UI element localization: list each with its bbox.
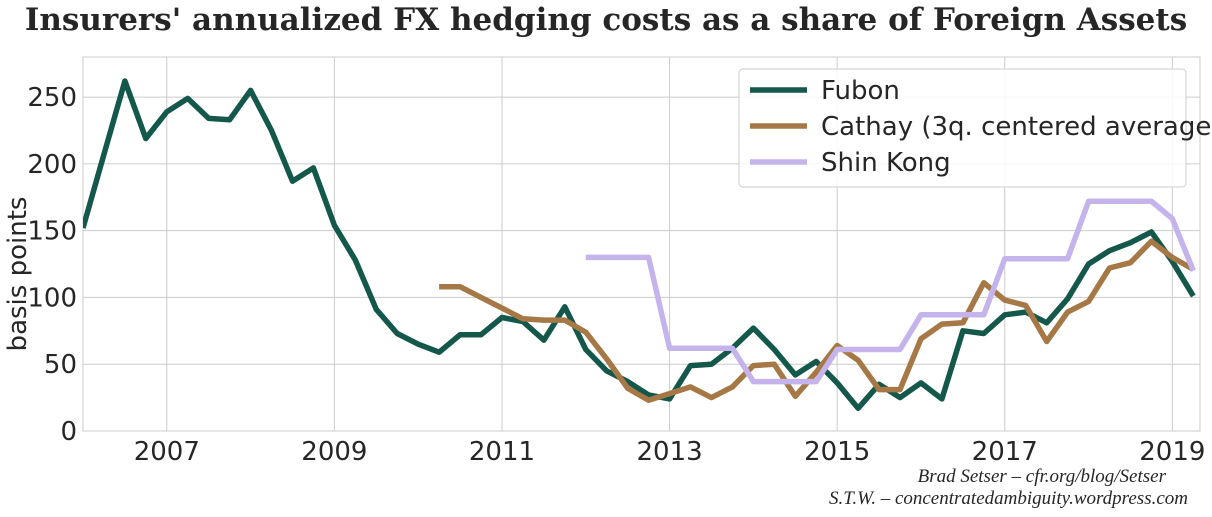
series-line-1 [439, 238, 1195, 404]
x-tick-label: 2009 [301, 437, 367, 467]
x-tick-label: 2015 [804, 437, 870, 467]
y-tick-label: 150 [27, 217, 77, 247]
y-tick-label: 0 [60, 417, 77, 447]
x-tick-label: 2011 [469, 437, 535, 467]
plot-frame [82, 56, 1201, 432]
y-tick-label: 50 [44, 350, 77, 380]
legend-label: Fubon [821, 76, 900, 106]
y-tick-label: 250 [27, 83, 77, 113]
y-axis-label: basis points [3, 197, 33, 352]
x-tick-label: 2007 [134, 437, 200, 467]
x-tick-label: 2017 [972, 437, 1038, 467]
credit-line-2: S.T.W. – concentratedambiguity.wordpress… [828, 488, 1188, 509]
y-tick-label: 200 [27, 150, 77, 180]
x-tick-label: 2019 [1139, 437, 1205, 467]
series-line-0 [83, 78, 1196, 412]
y-tick-label: 100 [27, 283, 77, 313]
legend-label: Shin Kong [821, 148, 951, 178]
legend-box [738, 68, 1187, 188]
series-line-2 [585, 198, 1196, 385]
x-tick-label: 2013 [636, 437, 702, 467]
legend-label: Cathay (3q. centered average) [821, 112, 1212, 142]
credit-line-1: Brad Setser – cfr.org/blog/Setser [917, 466, 1166, 487]
chart-title: Insurers' annualized FX hedging costs as… [24, 2, 1188, 38]
